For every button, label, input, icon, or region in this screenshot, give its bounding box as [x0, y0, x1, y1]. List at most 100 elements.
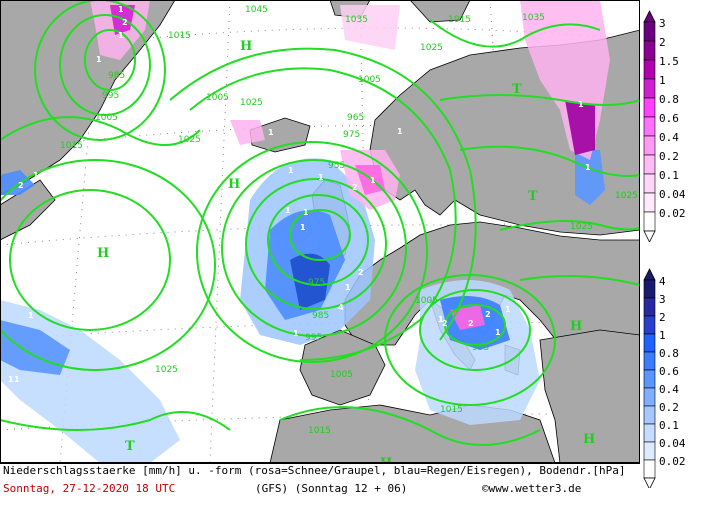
rain-legend-swatch: [643, 297, 656, 317]
snow-legend-swatch: [643, 78, 656, 99]
rain-legend-tick-label: 0.6: [659, 365, 679, 378]
high-pressure-marker: H: [380, 456, 392, 463]
rain-legend-swatch: [643, 351, 656, 371]
isobar-label: 1015: [60, 141, 83, 151]
copyright-link[interactable]: ©www.wetter3.de: [482, 482, 582, 495]
cell-label: 1: [495, 328, 501, 337]
chart-footer: Niederschlagsstaerke [mm/h] u. -form (ro…: [0, 463, 640, 514]
rain-legend: 4 3 2 1 0.8 0.6 0.4 0.2 0.1 0.04 0.02: [643, 268, 686, 488]
snow-legend-swatch: [643, 97, 656, 118]
rain-legend-swatch: [643, 405, 656, 425]
low-pressure-marker: T: [512, 82, 522, 97]
isobar-label: 1035: [522, 13, 545, 23]
cell-label: 1: [293, 329, 299, 338]
cell-label: 4: [338, 303, 344, 312]
rain-legend-tick-label: 2: [659, 311, 666, 324]
cell-label: 1: [438, 315, 444, 324]
cell-label: 2: [442, 319, 448, 328]
snow-legend-tick-label: 0.4: [659, 131, 679, 144]
isobar-label: 995: [305, 333, 322, 343]
cell-label: 1: [375, 226, 381, 235]
snow-legend-tick-label: 0.04: [659, 188, 686, 201]
isobar-label: 1015: [448, 15, 471, 25]
isobar-label: 995: [472, 343, 489, 353]
cell-label: 2: [352, 183, 358, 192]
isobar-label: 1005: [330, 370, 353, 380]
isobar-label: 995: [102, 91, 119, 101]
cell-label: 1: [285, 206, 291, 215]
rain-legend-swatch: [643, 333, 656, 353]
rain-legend-tick-label: 4: [659, 275, 666, 288]
cell-label: 1: [28, 311, 34, 320]
snow-legend-swatch: [643, 21, 656, 42]
model-run-info: (GFS) (Sonntag 12 + 06): [255, 482, 408, 495]
snow-legend-swatch: [643, 40, 656, 61]
snow-areas: [90, 0, 610, 330]
snow-legend-tick-label: 0.02: [659, 207, 686, 220]
rain-areas: [0, 150, 605, 463]
isobar-label: 1025: [240, 98, 263, 108]
rain-legend-swatch: [643, 279, 656, 299]
cell-label: 1: [505, 305, 511, 314]
snow-legend-tick-label: 0.8: [659, 93, 679, 106]
cell-label: 2: [122, 18, 128, 27]
cell-label: 1: [370, 176, 376, 185]
cell-label: 1: [585, 163, 591, 172]
rain-legend-tick-label: 0.2: [659, 401, 679, 414]
cell-label: 1: [318, 173, 324, 182]
isobar-label: 1025: [178, 135, 201, 145]
snow-legend: 3 2 1.5 1 0.8 0.6 0.4 0.2 0.1 0.04 0.02: [643, 10, 686, 242]
rain-legend-swatch: [643, 315, 656, 335]
snow-legend-ticks: 3 2 1.5 1 0.8 0.6 0.4 0.2 0.1 0.04 0.02: [659, 17, 686, 220]
snow-legend-bars: [643, 10, 656, 242]
cell-label: 1: [303, 208, 309, 217]
rain-legend-bars: [643, 268, 656, 488]
isobar-label: 975: [308, 278, 325, 288]
snow-legend-top-arrow: [643, 10, 656, 23]
rain-legend-swatch: [643, 387, 656, 407]
rain-legend-swatch: [643, 459, 656, 479]
isobar-label: 985: [312, 311, 329, 321]
rain-legend-tick-label: 0.04: [659, 437, 686, 450]
rain-legend-tick-label: 0.4: [659, 383, 679, 396]
rain-legend-tick-label: 1: [659, 329, 666, 342]
rain-legend-tick-label: 3: [659, 293, 666, 306]
isobar-label: 1035: [345, 15, 368, 25]
rain-legend-tick-label: 0.8: [659, 347, 679, 360]
rain-legend-tick-label: 0.02: [659, 455, 686, 468]
isobar-label: 1025: [420, 43, 443, 53]
isobar-label: 975: [343, 130, 360, 140]
high-pressure-marker: H: [583, 432, 595, 447]
cell-label: 1: [8, 375, 14, 384]
chart-date: Sonntag, 27-12-2020 18 UTC: [3, 482, 176, 495]
precip-cell-labels: 1 2 1 1 2 1 1 2 1 1 1 1 2 1 1 1 1 1 2 4 …: [8, 5, 591, 384]
cell-label: 2: [468, 319, 474, 328]
pressure-centers: H H H T T H H T H: [97, 39, 595, 463]
snow-legend-swatch: [643, 173, 656, 194]
snow-legend-tick-label: 1.5: [659, 55, 679, 68]
weather-map: 1025 1015 1045 1035 1005 995 985 975 965…: [0, 0, 640, 463]
cell-label: 2: [485, 310, 491, 319]
high-pressure-marker: H: [97, 246, 109, 261]
low-pressure-marker: T: [528, 189, 538, 204]
snow-legend-swatch: [643, 116, 656, 137]
high-pressure-marker: H: [570, 319, 582, 334]
isobar-label: 1005: [206, 93, 229, 103]
cell-label: 2: [358, 268, 364, 277]
iberia-land: [299, 329, 386, 406]
rain-legend-swatch: [643, 369, 656, 389]
snow-legend-tick-label: 0.2: [659, 150, 679, 163]
snow-legend-tick-label: 3: [659, 17, 666, 30]
rain-legend-ticks: 4 3 2 1 0.8 0.6 0.4 0.2 0.1 0.04 0.02: [659, 275, 686, 468]
cell-label: 1: [300, 223, 306, 232]
cell-label: 1: [118, 5, 124, 14]
snow-legend-swatch: [643, 211, 656, 232]
isobar-label: 955: [328, 161, 345, 171]
cell-label: 1: [268, 128, 274, 137]
isobar-label: 965: [347, 113, 364, 123]
snow-legend-tick-label: 0.1: [659, 169, 679, 182]
cell-label: 1: [288, 166, 294, 175]
snow-legend-tick-label: 2: [659, 36, 666, 49]
high-pressure-marker: H: [228, 177, 240, 192]
isobar-label: 1045: [245, 5, 268, 15]
